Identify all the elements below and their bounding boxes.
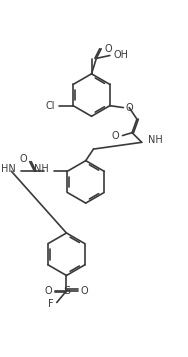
Text: Cl: Cl (45, 101, 55, 111)
Text: O: O (125, 102, 133, 112)
Text: NH: NH (148, 135, 162, 145)
Text: F: F (48, 300, 54, 310)
Text: S: S (63, 286, 70, 296)
Text: OH: OH (114, 50, 129, 60)
Text: O: O (104, 44, 112, 54)
Text: HN: HN (2, 164, 16, 174)
Text: O: O (19, 154, 27, 164)
Text: O: O (112, 131, 120, 141)
Text: O: O (44, 286, 52, 296)
Text: O: O (81, 286, 89, 296)
Text: NH: NH (34, 164, 49, 174)
